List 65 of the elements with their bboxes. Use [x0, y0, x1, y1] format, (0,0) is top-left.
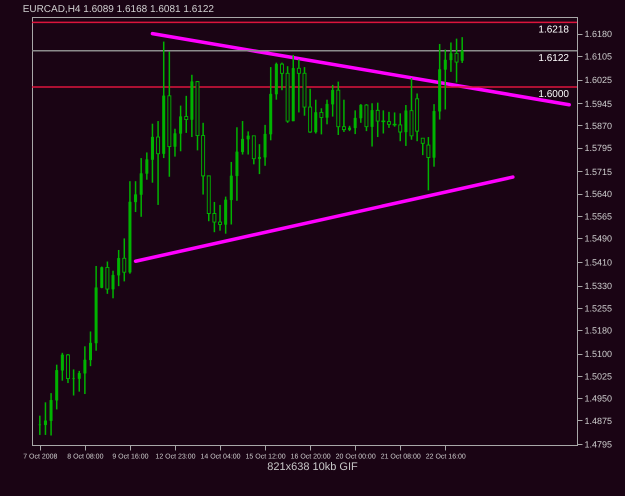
candlestick [89, 330, 92, 367]
y-tick-label: 1.5870 [584, 120, 612, 131]
candlestick [404, 104, 408, 147]
candlestick [134, 180, 138, 213]
y-tick-label: 1.5490 [584, 234, 612, 244]
y-tick-label: 1.5180 [584, 325, 612, 336]
candlestick [140, 157, 143, 218]
candlestick [264, 124, 267, 167]
candlestick [241, 120, 244, 156]
candlestick [454, 38, 459, 84]
candlestick [117, 249, 120, 287]
y-tick-label: 1.5715 [584, 166, 612, 177]
y-tick-label: 1.4950 [584, 394, 612, 404]
candlestick [370, 102, 374, 148]
candlestick [112, 270, 115, 300]
candlestick [156, 120, 160, 206]
ref-line-label: 1.6000 [538, 88, 570, 100]
candlestick [449, 42, 452, 73]
text: 821x638 10kb GIF [266, 461, 359, 473]
y-tick-label: 1.5410 [584, 257, 612, 268]
candlestick [314, 98, 318, 134]
candlestick [50, 392, 53, 436]
candlestick [100, 266, 104, 289]
candlestick [252, 135, 256, 166]
y-tick-label: 1.5330 [584, 281, 612, 292]
candlestick [426, 136, 430, 192]
ref-line-label: 1.6218 [538, 24, 570, 36]
candlestick [398, 112, 402, 142]
ref-line-label: 1.6122 [538, 52, 570, 64]
y-tick-label: 1.4795 [584, 440, 612, 450]
y-tick-label: 1.6105 [584, 51, 612, 62]
candlestick [105, 260, 110, 295]
candlestick [359, 103, 362, 124]
y-tick-label: 1.5255 [584, 303, 612, 314]
candlestick [258, 143, 261, 175]
candlestick [376, 102, 380, 138]
y-tick-label: 1.6180 [584, 29, 612, 40]
candlestick [78, 370, 81, 392]
candlestick [326, 98, 329, 126]
candlestick [179, 104, 182, 152]
candlestick [83, 346, 86, 395]
candlestick [66, 353, 70, 384]
candlestick [150, 122, 154, 184]
y-tick-label: 1.4875 [584, 416, 612, 426]
y-tick-label: 1.6025 [584, 75, 612, 86]
candlestick [60, 352, 64, 382]
y-tick-label: 1.5640 [584, 189, 612, 200]
y-tick-label: 1.5565 [584, 211, 612, 222]
y-tick-label: 1.5100 [584, 349, 612, 360]
y-tick-label: 1.5945 [584, 98, 612, 109]
candlestick [342, 98, 346, 133]
candlestick [246, 130, 250, 156]
candlestick [444, 48, 447, 110]
candlestick [173, 128, 176, 158]
chart-title: EURCAD,H4 1.6089 1.6168 1.6081 1.6122 [22, 4, 214, 15]
candlestick [331, 84, 334, 118]
candlestick [460, 36, 464, 64]
candlestick [44, 402, 47, 436]
candlestick [184, 95, 188, 134]
candlestick [364, 103, 368, 132]
candlestick [319, 108, 324, 136]
y-tick-label: 1.5795 [584, 143, 612, 154]
y-tick-label: 1.5025 [584, 371, 612, 382]
candlestick [354, 110, 357, 135]
candlestick [145, 152, 148, 180]
